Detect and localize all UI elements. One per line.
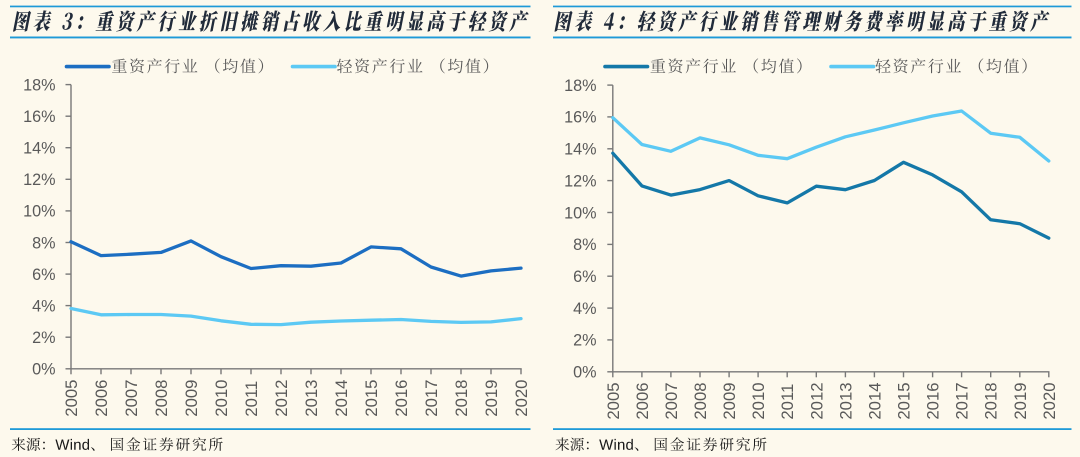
svg-text:2009: 2009 (720, 382, 739, 419)
svg-text:2018: 2018 (982, 382, 1001, 419)
svg-text:10%: 10% (23, 203, 55, 221)
svg-text:12%: 12% (23, 171, 55, 189)
svg-text:2007: 2007 (122, 380, 141, 417)
svg-text:2017: 2017 (953, 382, 972, 419)
svg-text:6%: 6% (573, 268, 596, 286)
svg-text:2016: 2016 (924, 382, 943, 419)
svg-text:2013: 2013 (302, 380, 321, 417)
svg-text:12%: 12% (564, 172, 596, 190)
svg-text:2019: 2019 (1011, 382, 1030, 419)
svg-text:2020: 2020 (512, 380, 531, 417)
svg-text:2007: 2007 (662, 382, 681, 419)
svg-text:2005: 2005 (62, 380, 81, 417)
svg-text:2%: 2% (32, 329, 55, 347)
svg-text:2015: 2015 (362, 380, 381, 417)
svg-text:2011: 2011 (778, 384, 797, 420)
svg-text:2020: 2020 (1040, 382, 1059, 419)
svg-text:8%: 8% (32, 234, 55, 252)
svg-text:2018: 2018 (452, 380, 471, 417)
svg-text:18%: 18% (564, 77, 596, 95)
svg-text:2014: 2014 (865, 382, 884, 419)
svg-text:2010: 2010 (749, 382, 768, 419)
svg-text:16%: 16% (564, 109, 596, 127)
svg-text:8%: 8% (573, 236, 596, 254)
svg-text:2011: 2011 (242, 381, 261, 417)
svg-text:2016: 2016 (392, 380, 411, 417)
svg-text:2017: 2017 (422, 380, 441, 417)
svg-text:2%: 2% (573, 332, 596, 350)
svg-text:2006: 2006 (633, 382, 652, 419)
svg-text:2005: 2005 (604, 382, 623, 419)
svg-text:0%: 0% (32, 361, 55, 379)
svg-text:2013: 2013 (836, 382, 855, 419)
svg-text:2008: 2008 (152, 380, 171, 417)
svg-text:2012: 2012 (272, 380, 291, 417)
svg-text:16%: 16% (23, 108, 55, 126)
svg-text:2019: 2019 (482, 380, 501, 417)
svg-text:4%: 4% (32, 297, 55, 315)
svg-text:4%: 4% (573, 300, 596, 318)
svg-text:2006: 2006 (92, 380, 111, 417)
svg-text:2009: 2009 (182, 380, 201, 417)
svg-text:10%: 10% (564, 204, 596, 222)
svg-text:2008: 2008 (691, 382, 710, 419)
svg-text:18%: 18% (23, 76, 55, 94)
svg-text:14%: 14% (23, 140, 55, 158)
svg-text:0%: 0% (573, 364, 596, 382)
svg-text:2010: 2010 (212, 380, 231, 417)
svg-text:2012: 2012 (807, 382, 826, 419)
svg-text:2015: 2015 (895, 382, 914, 419)
svg-text:6%: 6% (32, 266, 55, 284)
svg-text:14%: 14% (564, 141, 596, 159)
svg-text:2014: 2014 (332, 380, 351, 417)
